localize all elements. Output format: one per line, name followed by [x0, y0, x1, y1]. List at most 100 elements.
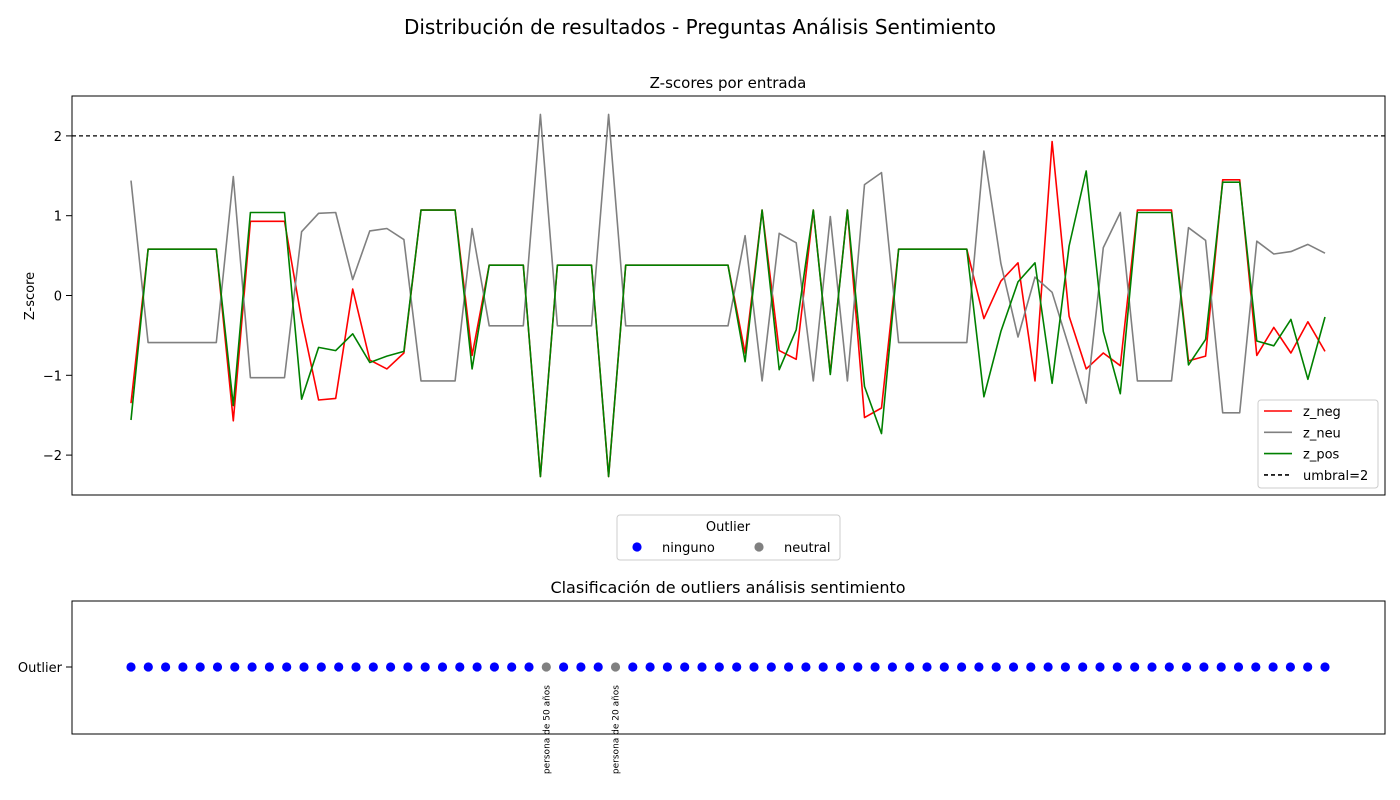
- outlier-point: [1078, 662, 1088, 672]
- zscore-y-tick-label: 2: [54, 130, 62, 145]
- legend-label-2: z_pos: [1303, 448, 1340, 463]
- legend-label-0: z_neg: [1303, 405, 1341, 420]
- outlier-point: [299, 662, 309, 672]
- outlier-legend-box: [616, 514, 841, 561]
- outlier-point: [662, 662, 673, 672]
- outlier-legend-marker-neutral: [754, 542, 764, 552]
- zscore-lines: [72, 113, 1385, 478]
- outlier-point: [1008, 662, 1019, 672]
- outlier-legend-marker-ninguno: [632, 542, 642, 552]
- outlier-point: [1095, 662, 1105, 672]
- outlier-panel-title: Clasificación de outliers análisis senti…: [550, 578, 905, 597]
- zscore-plot-frame: [71, 95, 1386, 496]
- outlier-point: [1130, 662, 1140, 672]
- outlier-point: [1199, 662, 1209, 672]
- outlier-point: [559, 662, 569, 672]
- zscore-y-tick-label: −1: [43, 369, 62, 384]
- outlier-point: [264, 662, 274, 672]
- zscore-panel-title: Z-scores por entrada: [650, 74, 807, 92]
- zscore-y-ticks: −2 −1 0 1 2: [43, 130, 72, 464]
- outlier-point: [524, 662, 534, 672]
- outlier-point: [161, 662, 171, 672]
- outlier-point: [403, 662, 413, 672]
- outlier-point: [455, 662, 465, 672]
- outlier-point: [610, 662, 621, 672]
- outlier-point: [1303, 662, 1313, 672]
- outlier-point: [1216, 662, 1226, 672]
- zscore-y-tick-label: 0: [54, 290, 62, 305]
- zscore-y-tick-label: 1: [54, 210, 62, 225]
- outlier-legend-title: Outlier: [706, 520, 751, 535]
- outlier-point: [541, 662, 551, 672]
- outlier-panel: Clasificación de outliers análisis senti…: [18, 578, 1386, 774]
- outlier-point: [645, 662, 655, 672]
- outlier-point: [126, 662, 136, 672]
- outlier-point: [143, 662, 153, 672]
- outlier-point: [680, 662, 690, 672]
- series-line-z_pos: [130, 170, 1326, 478]
- outlier-point: [576, 662, 586, 672]
- legend-label-1: z_neu: [1303, 426, 1341, 441]
- outlier-point: [593, 662, 603, 672]
- outlier-point: [1320, 662, 1330, 672]
- zscore-y-axis-label: Z-score: [23, 272, 38, 320]
- outlier-point: [230, 662, 240, 672]
- outlier-point: [212, 662, 223, 672]
- outlier-point: [835, 662, 846, 672]
- outlier-point: [922, 662, 932, 672]
- outlier-point: [1026, 662, 1036, 672]
- outlier-point: [939, 662, 949, 672]
- outlier-point: [472, 662, 482, 672]
- outlier-point: [1112, 662, 1122, 672]
- outlier-point: [957, 662, 967, 672]
- zscore-panel: Z-scores por entrada Z-score −2 −1 0 1 2 z_n…: [23, 74, 1386, 496]
- outlier-point: [749, 662, 759, 672]
- outlier-point: [853, 662, 863, 672]
- outlier-point: [905, 662, 915, 672]
- outlier-point: [628, 662, 638, 672]
- outlier-point: [1043, 662, 1053, 672]
- outlier-point: [195, 662, 205, 672]
- outlier-y-tick: Outlier: [18, 661, 72, 676]
- outlier-point: [818, 662, 828, 672]
- outlier-point: [714, 662, 724, 672]
- outlier-point: [1182, 662, 1192, 672]
- zscore-legend-box: [1257, 399, 1379, 489]
- outlier-point: [1285, 662, 1295, 672]
- outlier-point: [784, 662, 794, 672]
- outlier-point: [334, 662, 344, 672]
- legend-label-3: umbral=2: [1303, 469, 1368, 484]
- figure-title: Distribución de resultados - Preguntas A…: [404, 15, 996, 39]
- outlier-point: [437, 662, 448, 672]
- outlier-point: [420, 662, 430, 672]
- outlier-point: [870, 662, 880, 672]
- outlier-points: [126, 662, 1330, 672]
- outlier-annotations: persona de 50 años persona de 20 años: [542, 685, 621, 774]
- zscore-y-tick-label: −2: [43, 449, 62, 464]
- outlier-point: [368, 662, 378, 672]
- outlier-legend-label-neutral: neutral: [784, 541, 831, 556]
- outlier-legend-label-ninguno: ninguno: [662, 541, 715, 556]
- outlier-point: [801, 662, 811, 672]
- outlier-point: [732, 662, 742, 672]
- outlier-point: [991, 662, 1001, 672]
- outlier-point: [697, 662, 707, 672]
- outlier-point: [178, 662, 188, 672]
- outlier-point: [282, 662, 292, 672]
- outlier-point: [766, 662, 776, 672]
- outlier-plot-frame: [71, 600, 1386, 735]
- outlier-point: [316, 662, 326, 672]
- outlier-point: [1164, 662, 1174, 672]
- outlier-point: [489, 662, 499, 672]
- outlier-annotation: persona de 20 años: [612, 685, 622, 774]
- outlier-point: [247, 662, 257, 672]
- outlier-y-tick-label: Outlier: [18, 661, 63, 676]
- zscore-legend: z_neg z_neu z_pos umbral=2: [1257, 399, 1379, 489]
- series-line-z_neu: [130, 113, 1326, 414]
- outlier-legend: Outlier ninguno neutral: [616, 514, 841, 561]
- outlier-point: [1233, 662, 1244, 672]
- outlier-point: [974, 662, 984, 672]
- outlier-point: [351, 662, 361, 672]
- outlier-point: [1268, 662, 1278, 672]
